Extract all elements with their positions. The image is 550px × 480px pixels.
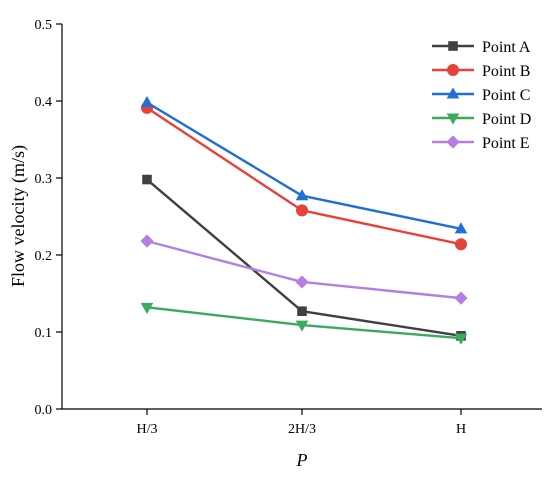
y-tick-label: 0.0 <box>35 403 53 418</box>
data-point-circle <box>447 64 459 76</box>
legend-label: Point D <box>482 111 531 128</box>
data-point-triangle-up <box>446 87 460 99</box>
legend-label: Point E <box>482 135 530 152</box>
axes <box>61 24 542 410</box>
series-layer <box>140 95 468 345</box>
series-line-point-b <box>146 106 462 246</box>
series-point-d <box>140 302 468 345</box>
data-point-square <box>297 306 307 317</box>
series-point-e <box>140 234 468 305</box>
x-tick-label: H <box>456 422 466 437</box>
data-point-triangle-up <box>140 95 154 108</box>
y-tick-label: 0.2 <box>35 249 53 264</box>
legend-label: Point B <box>482 63 530 80</box>
data-point-diamond <box>295 275 309 289</box>
legend: Point A Point B Point C Point D Point E <box>432 39 531 152</box>
y-axis-ticks: 0.0 0.1 0.2 0.3 0.4 0.5 <box>35 18 62 418</box>
series-point-b <box>141 101 467 251</box>
legend-item: Point D <box>432 111 531 128</box>
x-tick-label: 2H/3 <box>288 422 316 437</box>
y-tick-label: 0.4 <box>35 95 53 110</box>
legend-label: Point C <box>482 87 530 104</box>
data-point-triangle-down <box>446 113 460 125</box>
legend-item: Point E <box>432 135 530 152</box>
x-axis-ticks: H/3 2H/3 H <box>137 409 466 437</box>
legend-label: Point A <box>482 39 531 56</box>
data-point-circle <box>296 204 308 217</box>
data-point-triangle-up <box>295 189 309 201</box>
y-axis-title: Flow velocity (m/s) <box>8 145 29 287</box>
data-point-square <box>142 174 152 185</box>
legend-item: Point C <box>432 87 530 104</box>
legend-item: Point A <box>432 39 531 56</box>
data-point-square <box>448 41 458 51</box>
series-point-c <box>140 95 468 234</box>
data-point-diamond <box>454 291 468 305</box>
data-point-diamond <box>140 234 154 248</box>
y-tick-label: 0.5 <box>35 18 53 33</box>
x-tick-label: H/3 <box>137 422 158 437</box>
y-tick-label: 0.3 <box>35 172 53 187</box>
y-tick-label: 0.1 <box>35 326 53 341</box>
legend-item: Point B <box>432 63 530 80</box>
x-axis-title: P <box>296 450 308 470</box>
data-point-circle <box>455 238 467 251</box>
data-point-diamond <box>446 135 460 149</box>
axes-frame <box>61 24 542 410</box>
data-point-triangle-down <box>454 333 468 345</box>
series-line-point-e <box>146 239 462 300</box>
data-point-triangle-down <box>140 302 154 314</box>
data-point-triangle-down <box>295 320 309 332</box>
data-point-triangle-up <box>454 222 468 234</box>
